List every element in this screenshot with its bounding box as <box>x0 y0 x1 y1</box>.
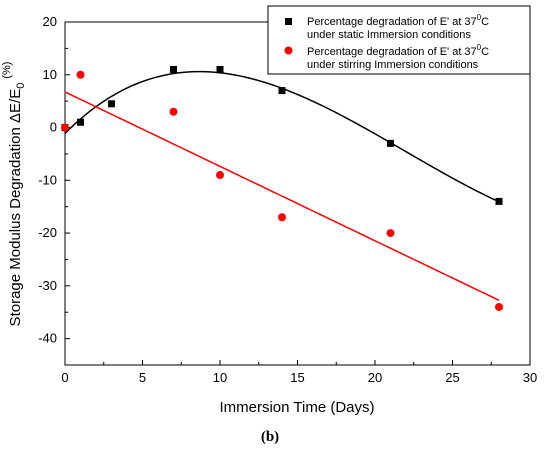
legend-entry-static-line1: Percentage degradation of E' at 370C <box>307 13 489 28</box>
y-tick-label-1: 10 <box>43 67 57 82</box>
point-stirring-3 <box>216 171 224 180</box>
point-static-3 <box>170 65 177 73</box>
legend-entry-stirring-line1: Percentage degradation of E' at 370C <box>307 43 489 58</box>
plot-area <box>64 21 531 366</box>
x-tick-label-5: 25 <box>445 370 459 385</box>
point-stirring-5 <box>386 229 395 238</box>
y-tick-label-2: 0 <box>50 120 57 135</box>
point-stirring-0 <box>61 123 69 132</box>
x-axis-label: Immersion Time (Days) <box>219 399 374 416</box>
legend-box <box>267 5 531 75</box>
y-tick-label-3: -10 <box>38 172 57 187</box>
y-axis-label-subscript: 0 <box>15 83 27 89</box>
point-stirring-2 <box>169 107 178 116</box>
point-static-4 <box>216 65 224 73</box>
x-tick-label-2: 10 <box>213 370 227 385</box>
legend-marker-static <box>285 18 292 25</box>
point-static-6 <box>387 139 394 147</box>
y-axis: 20 10 0 -10 -20 -30 -40 <box>38 14 70 366</box>
x-tick-label-6: 30 <box>523 370 537 385</box>
legend-entry-static-line2: under static Immersion conditions <box>307 29 471 41</box>
point-static-2 <box>108 100 115 108</box>
y-axis-label: Storage Modulus Degradation ΔE/E0(%) <box>1 62 27 327</box>
y-tick-label-6: -40 <box>38 331 57 346</box>
y-tick-label-4: -20 <box>38 225 57 240</box>
x-tick-label-3: 15 <box>290 370 304 385</box>
point-stirring-6 <box>495 302 503 311</box>
point-stirring-4 <box>278 213 286 222</box>
point-static-1 <box>77 118 84 126</box>
y-tick-label-5: -30 <box>38 278 57 293</box>
y-axis-label-unit: (%) <box>1 62 13 79</box>
point-stirring-1 <box>76 70 85 79</box>
point-static-5 <box>278 87 286 95</box>
x-tick-label-1: 5 <box>139 370 146 385</box>
y-tick-label-0: 20 <box>43 14 57 29</box>
fit-line-series-1 <box>64 91 500 301</box>
legend-entry-stirring-line2: under stirring Immersion conditions <box>307 59 479 71</box>
legend: Percentage degradation of E' at 370C und… <box>267 5 531 75</box>
legend-marker-stirring <box>284 46 293 55</box>
x-tick-label-4: 20 <box>368 370 382 385</box>
point-static-7 <box>495 197 503 205</box>
data-points <box>61 65 503 311</box>
figure-caption: (b) <box>261 429 279 445</box>
x-tick-label-0: 0 <box>61 370 68 385</box>
y-axis-label-main: Storage Modulus Degradation ΔE/E <box>7 89 24 327</box>
x-axis: 0 5 10 15 20 25 30 <box>61 360 537 385</box>
